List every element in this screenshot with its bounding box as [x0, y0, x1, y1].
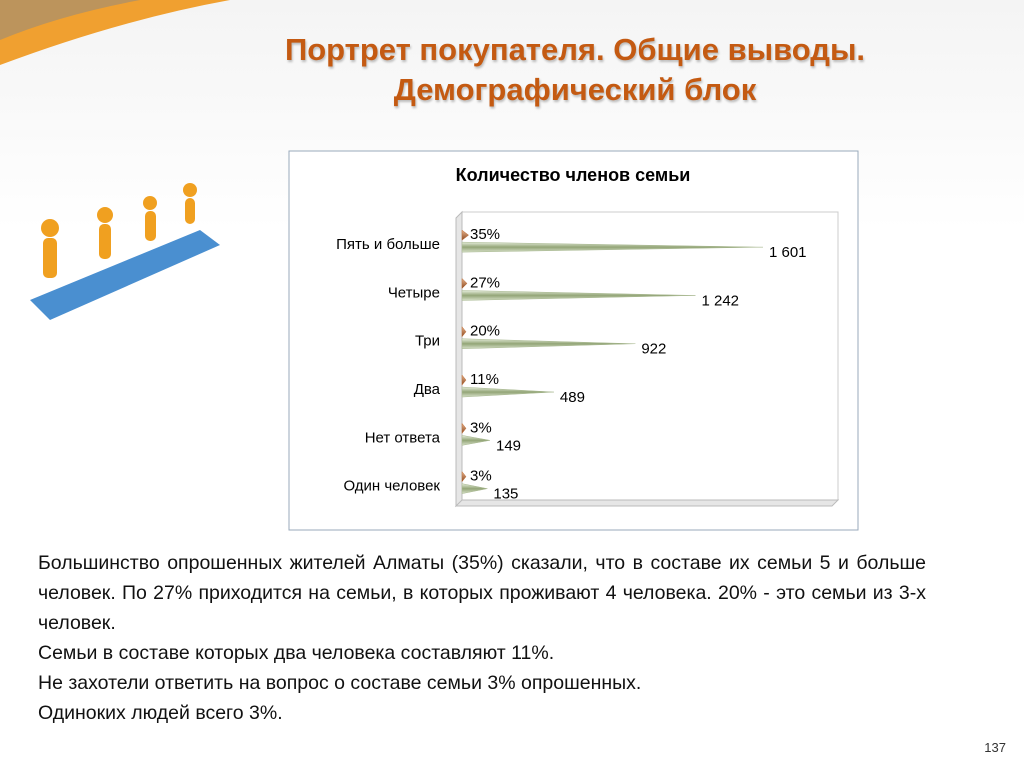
- cone-bar: [461, 483, 488, 494]
- corner-swoosh: [0, 0, 140, 40]
- cone-bar: [461, 326, 467, 338]
- cone-bar: [461, 435, 491, 446]
- paragraph: Семьи в составе которых два человека сос…: [38, 642, 555, 664]
- chart-title: Количество членов семьи: [456, 165, 691, 185]
- plot-wall: [454, 210, 840, 508]
- people-illustration: [30, 183, 220, 320]
- y-tick-label: Два: [414, 381, 441, 398]
- data-label: 3%: [470, 468, 492, 485]
- paragraph: Не захотели ответить на вопрос о составе…: [38, 672, 642, 694]
- cone-bar: [461, 241, 763, 253]
- cone-bar: [461, 374, 467, 386]
- cone-bar: [461, 386, 554, 398]
- data-label: 11%: [470, 371, 499, 388]
- cone-bar: [461, 290, 696, 301]
- data-label: 35%: [470, 226, 500, 243]
- cone-bar: [461, 229, 469, 241]
- data-label: 489: [560, 389, 585, 406]
- cone-bar: [461, 422, 467, 435]
- cone-bar: [461, 470, 467, 483]
- data-label: 3%: [470, 419, 492, 436]
- data-label: 1 601: [769, 244, 807, 261]
- data-label: 149: [496, 437, 521, 454]
- data-label: 135: [493, 486, 518, 503]
- slide-title: Портрет покупателя. Общие выводы.: [284, 32, 866, 67]
- y-tick-label: Один человек: [343, 478, 440, 495]
- body-text: Большинство опрошенных жителей Алматы (3…: [38, 548, 926, 728]
- slide-title: Демографический блок: [393, 72, 757, 107]
- paragraph: Одиноких людей всего 3%.: [38, 702, 283, 724]
- data-label: 20%: [470, 323, 500, 340]
- y-tick-label: Пять и больше: [336, 236, 440, 253]
- data-label: 922: [641, 341, 666, 358]
- cone-bar: [461, 277, 468, 290]
- paragraph: Большинство опрошенных жителей Алматы (3…: [38, 552, 926, 634]
- y-tick-label: Три: [415, 333, 440, 350]
- page-number: 137: [984, 740, 1006, 755]
- data-label: 1 242: [701, 292, 739, 309]
- y-tick-label: Нет ответа: [365, 429, 441, 446]
- data-label: 27%: [470, 274, 500, 291]
- cone-bar: [461, 338, 636, 350]
- y-tick-label: Четыре: [388, 284, 440, 301]
